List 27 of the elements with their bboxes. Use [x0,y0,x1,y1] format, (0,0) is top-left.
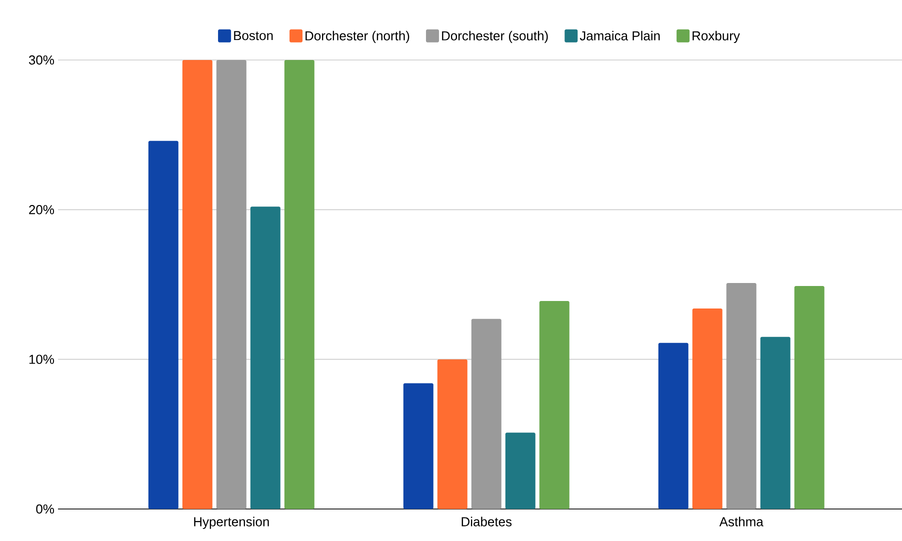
bar [284,60,314,509]
bar [794,286,824,509]
bar [471,318,502,509]
bar [658,342,688,509]
bar [403,383,434,509]
bar [505,432,536,509]
y-tick-label: 20% [29,205,54,214]
bar [437,359,468,509]
legend-label: Roxbury [692,30,740,43]
x-tick-label: Asthma [719,516,764,526]
bar [539,300,570,509]
legend-label: Dorchester (south) [442,30,548,43]
bar [182,60,212,509]
bar [148,140,178,509]
bar [760,336,790,509]
bar [726,283,756,509]
legend-label: Dorchester (north) [306,30,410,43]
y-tick-label: 10% [29,354,54,364]
legend-label: Boston [234,31,273,40]
x-tick-label: Hypertension [194,516,269,529]
bar [250,206,280,509]
bar [216,60,246,509]
y-tick-label: 30% [28,55,54,65]
bar [692,308,722,509]
y-tick-label: 0% [36,504,54,514]
x-tick-label: Diabetes [462,516,512,526]
legend-label: Jamaica Plain [580,30,660,40]
